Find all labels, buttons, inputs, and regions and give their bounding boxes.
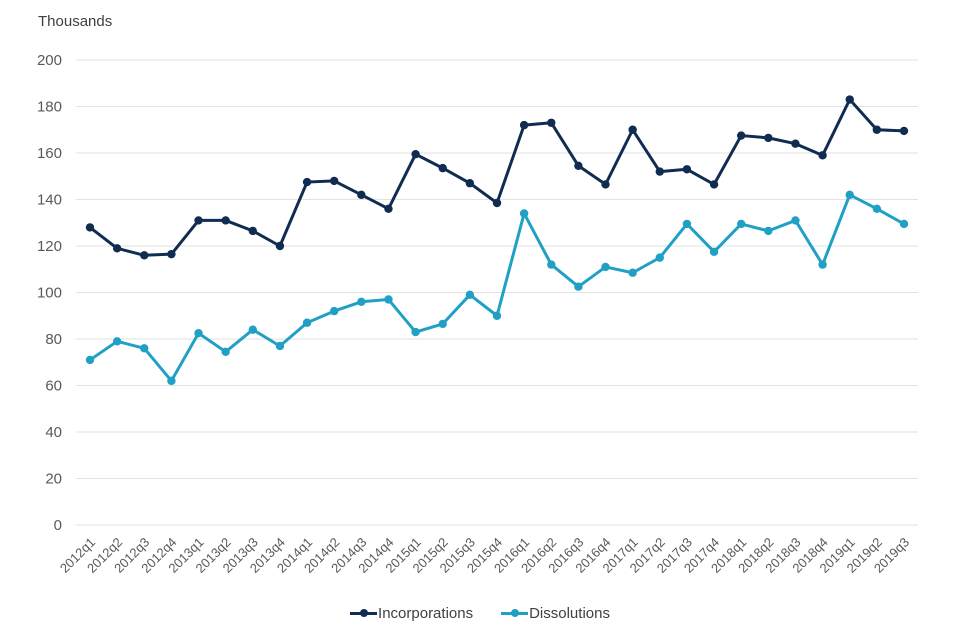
data-point-marker	[709, 180, 719, 189]
data-point-marker	[275, 241, 285, 251]
series-line-incorporations	[88, 98, 906, 257]
data-point-marker	[764, 226, 773, 236]
data-point-marker	[655, 253, 664, 262]
data-point-marker	[438, 163, 447, 173]
data-point-marker	[547, 260, 556, 269]
chart-legend: Incorporations Dissolutions	[0, 601, 960, 625]
y-axis-tick-label: 40	[45, 424, 62, 441]
y-axis-tick-label: 80	[45, 331, 62, 348]
data-point-marker	[302, 177, 312, 187]
series-line-dissolutions	[88, 193, 906, 383]
data-point-marker	[85, 223, 95, 232]
data-point-marker	[764, 133, 773, 143]
y-axis-tick-label: 0	[54, 517, 62, 534]
data-point-marker	[791, 216, 800, 225]
data-point-marker	[899, 126, 909, 136]
data-point-marker	[547, 118, 556, 127]
legend-label: Incorporations	[378, 604, 474, 622]
data-point-marker	[519, 120, 529, 130]
data-point-marker	[275, 341, 285, 351]
data-point-marker	[384, 204, 393, 213]
data-point-marker	[737, 131, 746, 140]
data-point-marker	[872, 204, 882, 213]
legend-marker-incorporations-icon	[350, 607, 378, 619]
data-point-marker	[248, 226, 257, 236]
data-point-marker	[194, 216, 203, 225]
data-point-marker	[411, 327, 420, 337]
data-point-marker	[845, 190, 854, 200]
data-point-marker	[709, 247, 719, 257]
data-point-marker	[330, 176, 339, 186]
y-axis-tick-label: 180	[37, 99, 62, 116]
data-point-marker	[384, 295, 393, 304]
data-point-marker	[492, 311, 502, 320]
data-point-marker	[818, 260, 827, 269]
data-point-marker	[791, 139, 800, 148]
data-point-marker	[194, 328, 203, 338]
y-axis-tick-label: 120	[37, 238, 62, 255]
data-point-marker	[221, 216, 230, 225]
data-point-marker	[465, 290, 475, 300]
data-point-marker	[302, 318, 312, 327]
data-point-marker	[167, 376, 176, 386]
y-axis-tick-label: 60	[45, 378, 62, 395]
data-point-marker	[519, 209, 529, 218]
data-point-marker	[574, 282, 583, 291]
data-point-marker	[167, 249, 176, 259]
data-point-marker	[682, 219, 692, 229]
y-axis-tick-label: 160	[37, 145, 62, 162]
data-point-marker	[845, 95, 854, 104]
data-point-marker	[438, 319, 447, 329]
y-axis-tick-label: 20	[45, 471, 62, 488]
data-point-marker	[872, 125, 882, 134]
data-point-marker	[357, 297, 366, 306]
data-point-marker	[737, 219, 746, 229]
data-point-marker	[140, 251, 149, 260]
data-point-marker	[628, 125, 637, 134]
data-point-marker	[357, 190, 366, 200]
y-axis-tick-label: 140	[37, 192, 62, 209]
data-point-marker	[818, 151, 827, 160]
data-point-marker	[682, 165, 692, 174]
data-point-marker	[330, 306, 339, 316]
data-point-marker	[112, 244, 122, 253]
data-point-marker	[112, 337, 122, 346]
data-point-marker	[85, 355, 95, 365]
data-point-marker	[221, 347, 230, 356]
data-point-marker	[465, 179, 475, 188]
legend-marker-dissolutions-icon	[501, 607, 529, 619]
data-point-marker	[601, 180, 610, 189]
data-point-marker	[899, 219, 909, 229]
legend-item-incorporations: Incorporations	[350, 605, 473, 622]
data-point-marker	[574, 161, 583, 170]
legend-label: Dissolutions	[529, 604, 610, 622]
data-point-marker	[140, 344, 149, 353]
data-point-marker	[492, 198, 502, 208]
data-point-marker	[248, 325, 257, 334]
y-axis-unit-label: Thousands	[38, 13, 113, 30]
data-point-marker	[601, 262, 610, 272]
legend-item-dissolutions: Dissolutions	[501, 605, 610, 622]
y-axis-tick-label: 100	[37, 285, 62, 302]
data-point-marker	[628, 268, 637, 277]
data-point-marker	[655, 167, 664, 176]
data-point-marker	[411, 149, 420, 159]
y-axis-tick-label: 200	[37, 52, 62, 69]
